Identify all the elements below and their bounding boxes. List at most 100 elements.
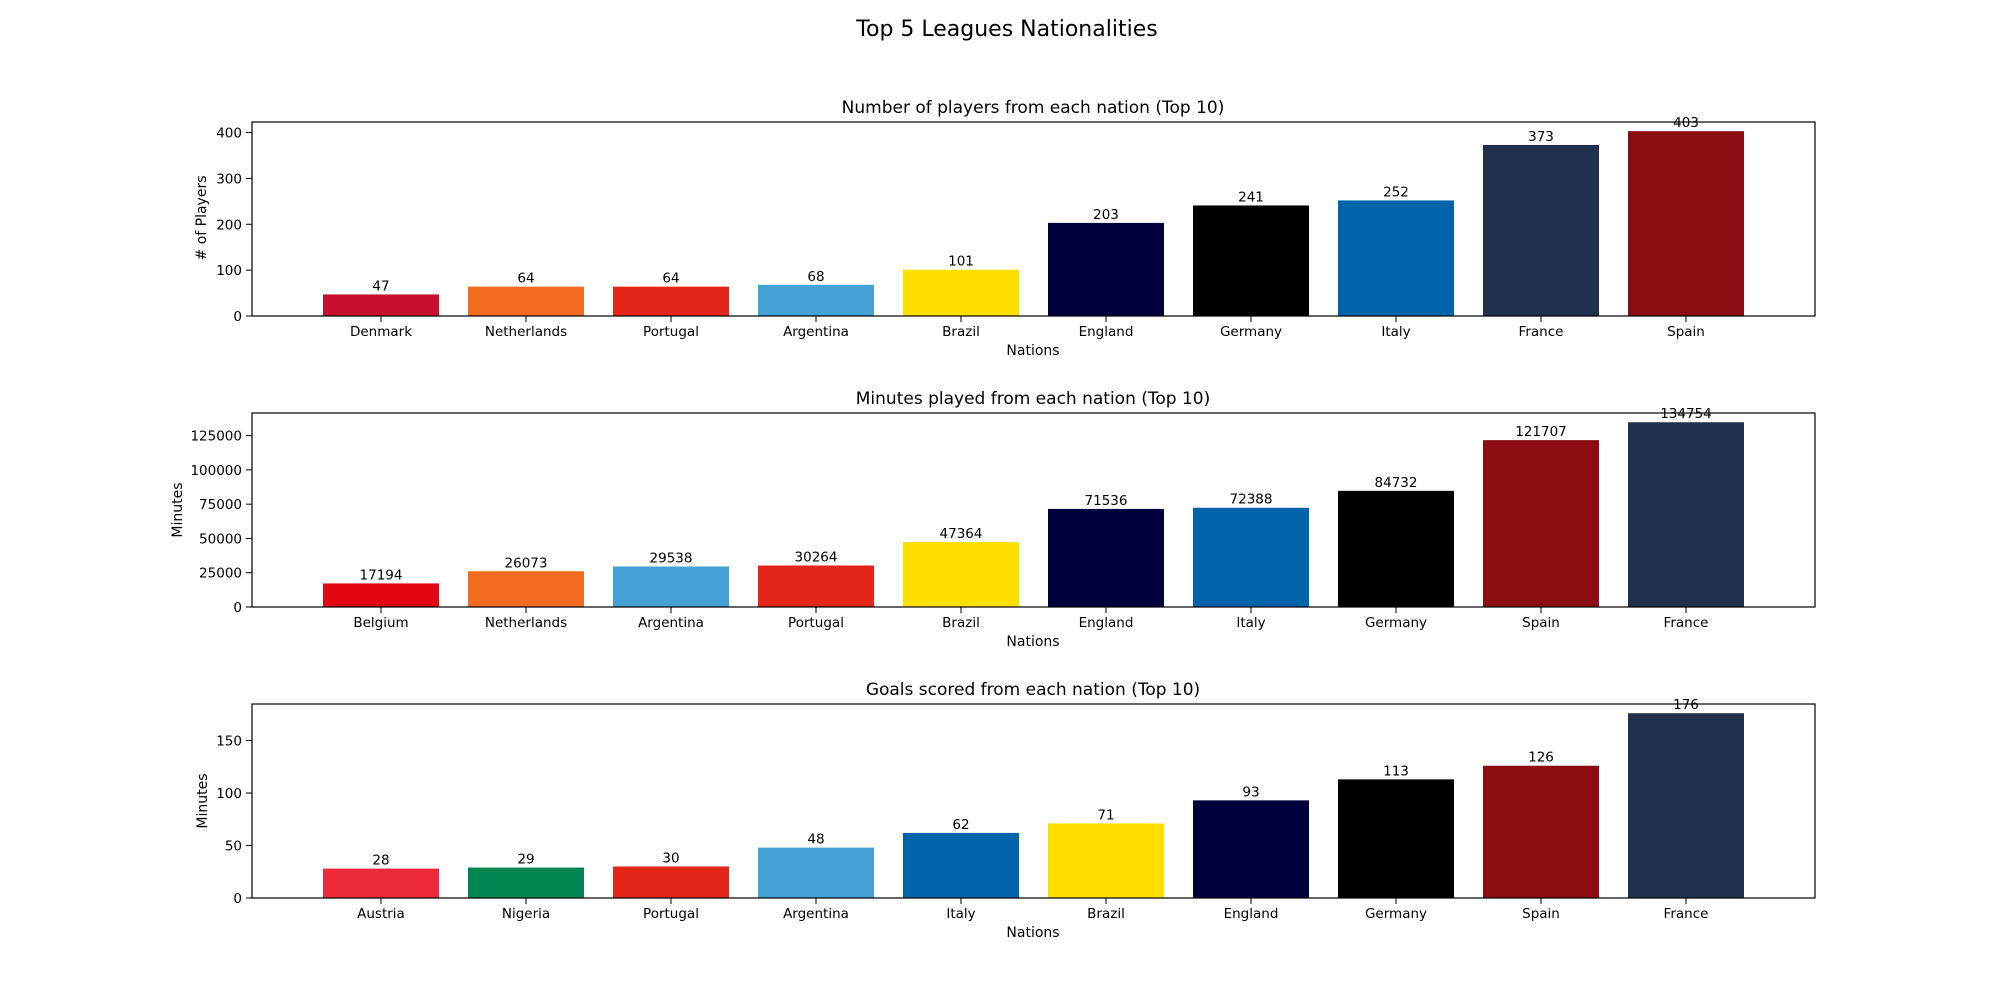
players-data-label: 64 (517, 271, 534, 287)
players-x-tick-label: France (1519, 324, 1564, 340)
goals-x-tick-label: Germany (1365, 906, 1427, 922)
players-x-tick-label: Netherlands (485, 324, 567, 340)
minutes-y-tick-label: 50000 (199, 531, 242, 547)
players-x-tick-label: Argentina (783, 324, 849, 340)
goals-x-tick-label: Spain (1522, 906, 1560, 922)
players-plot-frame (251, 121, 1816, 317)
players-x-tick-label: Italy (1381, 324, 1410, 340)
minutes-data-label: 17194 (360, 567, 403, 583)
minutes-x-tick-label: France (1664, 615, 1709, 631)
players-bar (323, 294, 439, 316)
goals-data-label: 93 (1242, 784, 1259, 800)
minutes-x-tick-label: Belgium (353, 615, 408, 631)
goals-x-tick-label: Brazil (1087, 906, 1125, 922)
minutes-y-tick-label: 25000 (199, 566, 242, 582)
minutes-data-label: 26073 (505, 555, 548, 571)
goals-data-label: 29 (517, 852, 534, 868)
minutes-bar (758, 565, 874, 607)
minutes-data-label: 47364 (940, 526, 983, 542)
minutes-bar (1628, 422, 1744, 607)
goals-chart: Goals scored from each nation (Top 10) N… (195, 680, 1816, 941)
players-y-tick-label: 100 (216, 263, 242, 279)
goals-x-tick-label: Italy (946, 906, 975, 922)
goals-plot-frame (251, 703, 1816, 899)
players-data-label: 373 (1528, 129, 1554, 145)
goals-bar (1628, 713, 1744, 898)
minutes-chart-plot-area: 17194 26073 29538 30264 47364 71536 72388 84732… (190, 406, 1816, 631)
goals-bar (1048, 823, 1164, 898)
players-x-tick-label: England (1079, 324, 1134, 340)
minutes-y-tick-label: 0 (233, 600, 242, 616)
goals-x-tick-label: Austria (357, 906, 405, 922)
players-chart: Number of players from each nation (Top … (194, 98, 1816, 359)
minutes-bar (468, 571, 584, 607)
goals-chart-title: Goals scored from each nation (Top 10) (866, 680, 1200, 700)
minutes-x-tick-label: Portugal (788, 615, 844, 631)
minutes-bar (1048, 508, 1164, 607)
players-x-tick-label: Germany (1220, 324, 1282, 340)
players-bar (1048, 222, 1164, 316)
goals-data-label: 113 (1383, 763, 1409, 779)
minutes-bar (613, 566, 729, 607)
minutes-data-label: 84732 (1375, 475, 1418, 491)
goals-bar (1483, 765, 1599, 898)
minutes-y-tick-label: 125000 (190, 429, 242, 445)
goals-data-label: 30 (662, 851, 679, 867)
goals-data-label: 48 (807, 832, 824, 848)
minutes-y-tick-label: 100000 (190, 463, 242, 479)
goals-data-label: 28 (372, 853, 389, 869)
players-data-label: 241 (1238, 189, 1264, 205)
goals-bar (903, 832, 1019, 898)
players-y-tick-label: 200 (216, 217, 242, 233)
goals-bar (1338, 779, 1454, 898)
minutes-x-tick-label: Argentina (638, 615, 704, 631)
goals-y-tick-label: 150 (216, 734, 242, 750)
minutes-data-label: 121707 (1515, 424, 1567, 440)
minutes-data-label: 30264 (795, 550, 838, 566)
minutes-data-label: 134754 (1660, 406, 1712, 422)
players-y-tick-label: 400 (216, 126, 242, 142)
minutes-plot-frame (251, 412, 1816, 608)
goals-y-tick-label: 50 (225, 839, 242, 855)
goals-chart-y-axis-label: Minutes (195, 773, 211, 828)
goals-bar (323, 868, 439, 898)
minutes-bar (903, 542, 1019, 607)
players-data-label: 203 (1093, 207, 1119, 223)
minutes-chart-title: Minutes played from each nation (Top 10) (856, 389, 1211, 409)
players-data-label: 252 (1383, 184, 1409, 200)
goals-x-tick-label: France (1664, 906, 1709, 922)
players-y-tick-label: 0 (233, 309, 242, 325)
players-bar (1628, 131, 1744, 316)
players-bar (613, 286, 729, 316)
goals-chart-x-axis-label: Nations (1006, 925, 1059, 941)
players-chart-y-axis-label: # of Players (194, 176, 210, 261)
goals-bar (613, 866, 729, 898)
minutes-bar (1483, 440, 1599, 607)
minutes-x-tick-label: Netherlands (485, 615, 567, 631)
players-chart-plot-area: 47 64 64 68 101 203 241 252 373 403 0 100 200 300 400 D… (216, 115, 1816, 340)
goals-x-tick-label: England (1224, 906, 1279, 922)
minutes-y-tick-label: 75000 (199, 497, 242, 513)
goals-bar (1193, 800, 1309, 898)
players-bar (758, 284, 874, 316)
players-bar (903, 269, 1019, 316)
minutes-x-tick-label: Spain (1522, 615, 1560, 631)
goals-x-tick-label: Argentina (783, 906, 849, 922)
minutes-data-label: 72388 (1230, 492, 1273, 508)
players-x-tick-label: Portugal (643, 324, 699, 340)
goals-bar (758, 847, 874, 898)
minutes-x-tick-label: Germany (1365, 615, 1427, 631)
minutes-data-label: 71536 (1085, 493, 1128, 509)
players-data-label: 403 (1673, 115, 1699, 131)
players-bar (1193, 205, 1309, 316)
goals-x-tick-label: Portugal (643, 906, 699, 922)
goals-chart-plot-area: 28 29 30 48 62 71 93 113 126 176 0 50 100 150 Austria N… (216, 697, 1816, 922)
players-data-label: 101 (948, 254, 974, 270)
figure-title: Top 5 Leagues Nationalities (855, 17, 1157, 42)
players-x-tick-label: Spain (1667, 324, 1705, 340)
minutes-bar (323, 583, 439, 607)
goals-data-label: 62 (952, 817, 969, 833)
players-x-tick-label: Brazil (942, 324, 980, 340)
goals-data-label: 126 (1528, 750, 1554, 766)
